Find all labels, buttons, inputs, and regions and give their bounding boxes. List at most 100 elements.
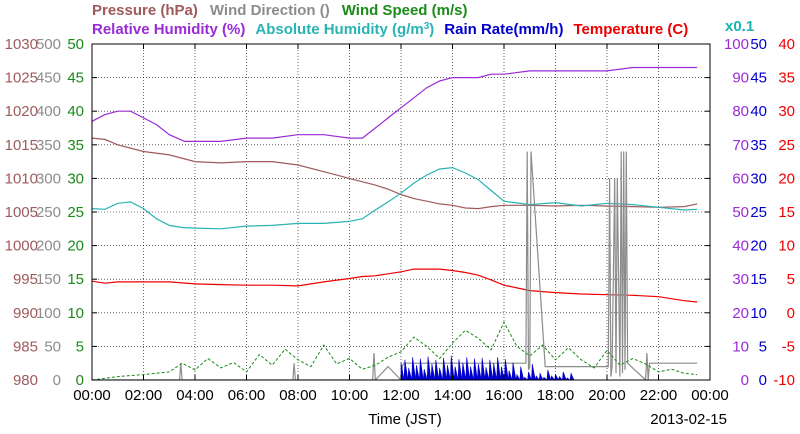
- wind_speed-tick-label: 50: [67, 36, 84, 53]
- wind_speed-tick-label: 35: [67, 137, 84, 154]
- abs_humidity_rain-tick-label: 30: [750, 170, 767, 187]
- wind_speed-tick-label: 25: [67, 204, 84, 221]
- x-tick-label: 14:00: [434, 387, 472, 404]
- wind_speed-tick-label: 40: [67, 103, 84, 120]
- pressure-tick-label: 1030: [5, 36, 38, 53]
- abs_humidity_rain-tick-label: 5: [759, 338, 767, 355]
- series-rain-rate-mm-h: [400, 355, 575, 380]
- temperature-tick-label: -10: [773, 372, 795, 389]
- wind_direction-tick-label: 150: [36, 271, 61, 288]
- temperature-tick-label: 40: [778, 36, 795, 53]
- series-wind-speed-m-s: [92, 321, 698, 380]
- plot-area: [92, 66, 698, 380]
- x-axis-label: Time (JST): [368, 411, 442, 428]
- abs_humidity_rain-tick-label: 15: [750, 271, 767, 288]
- temperature-tick-label: 20: [778, 170, 795, 187]
- pressure-tick-label: 1010: [5, 170, 38, 187]
- pressure-tick-label: 1005: [5, 204, 38, 221]
- wind_speed-tick-label: 30: [67, 170, 84, 187]
- temperature-tick-label: 5: [787, 271, 795, 288]
- relative_humidity-tick-label: 10: [732, 338, 749, 355]
- wind_direction-tick-label: 350: [36, 137, 61, 154]
- wind_speed-tick-label: 45: [67, 70, 84, 87]
- abs_humidity_rain-tick-label: 25: [750, 204, 767, 221]
- wind_direction-tick-label: 0: [53, 372, 61, 389]
- wind_direction-tick-label: 450: [36, 70, 61, 87]
- grid: [92, 44, 710, 380]
- pressure-tick-label: 1020: [5, 103, 38, 120]
- relative_humidity-tick-label: 60: [732, 170, 749, 187]
- x-tick-label: 18:00: [537, 387, 575, 404]
- series-group: [92, 66, 698, 380]
- relative_humidity-tick-label: 50: [732, 204, 749, 221]
- legend-item: Absolute Humidity (g/m3): [255, 21, 434, 39]
- x-tick-label: 04:00: [176, 387, 214, 404]
- series-absolute-humidity-g-m3: [92, 166, 698, 230]
- abs_humidity_rain-tick-label: 0: [759, 372, 767, 389]
- x-tick-label: 22:00: [640, 387, 678, 404]
- pressure-tick-label: 1015: [5, 137, 38, 154]
- temperature-tick-label: 15: [778, 204, 795, 221]
- x-tick-label: 12:00: [382, 387, 420, 404]
- legend-item: Rain Rate(mm/h): [444, 21, 563, 38]
- wind_speed-tick-label: 0: [76, 372, 84, 389]
- series-temperature-c: [92, 268, 698, 303]
- wind_speed-tick-label: 5: [76, 338, 84, 355]
- x-tick-label: 06:00: [228, 387, 266, 404]
- pressure-tick-label: 1025: [5, 70, 38, 87]
- abs_humidity_rain-tick-label: 50: [750, 36, 767, 53]
- pressure-tick-label: 990: [13, 305, 38, 322]
- wind_direction-tick-label: 400: [36, 103, 61, 120]
- x-tick-label: 16:00: [485, 387, 523, 404]
- temperature-tick-label: -5: [782, 338, 795, 355]
- legend-item: Temperature (C): [573, 21, 688, 38]
- temperature-tick-label: 30: [778, 103, 795, 120]
- x-axis: 00:00 02:00 04:00 06:00 08:00 10:00 12:00 14:00…: [73, 43, 729, 404]
- pressure-tick-label: 980: [13, 372, 38, 389]
- x-tick-label: 08:00: [279, 387, 317, 404]
- abs_humidity_rain-tick-label: 40: [750, 103, 767, 120]
- wind_direction-tick-label: 500: [36, 36, 61, 53]
- wind_direction-tick-label: 300: [36, 170, 61, 187]
- relative_humidity-tick-label: 40: [732, 238, 749, 255]
- wind_speed-tick-label: 20: [67, 238, 84, 255]
- relative_humidity-tick-label: 100: [724, 36, 749, 53]
- pressure-tick-label: 1000: [5, 238, 38, 255]
- relative_humidity-tick-label: 0: [741, 372, 749, 389]
- temperature-tick-label: 10: [778, 238, 795, 255]
- x-tick-label: 10:00: [331, 387, 369, 404]
- relative_humidity-tick-label: 80: [732, 103, 749, 120]
- wind_direction-tick-label: 100: [36, 305, 61, 322]
- legend-item: Pressure (hPa): [92, 2, 198, 19]
- scale-note: x0.1: [725, 18, 754, 35]
- x-tick-label: 00:00: [73, 387, 111, 404]
- x-tick-label: 20:00: [588, 387, 626, 404]
- pressure-tick-label: 985: [13, 338, 38, 355]
- temperature-tick-label: 35: [778, 70, 795, 87]
- abs_humidity_rain-tick-label: 10: [750, 305, 767, 322]
- abs_humidity_rain-tick-label: 35: [750, 137, 767, 154]
- temperature-tick-label: 25: [778, 137, 795, 154]
- left-axes: 9809859909951000100510101015102010251030…: [5, 36, 84, 389]
- legend: Pressure (hPa) Wind Direction () Wind Spee…: [92, 2, 754, 38]
- abs_humidity_rain-tick-label: 45: [750, 70, 767, 87]
- wind_direction-tick-label: 50: [44, 338, 61, 355]
- relative_humidity-tick-label: 70: [732, 137, 749, 154]
- date-label: 2013-02-15: [650, 411, 727, 428]
- x-tick-label: 02:00: [125, 387, 163, 404]
- pressure-tick-label: 995: [13, 271, 38, 288]
- temperature-tick-label: 0: [787, 305, 795, 322]
- relative_humidity-tick-label: 30: [732, 271, 749, 288]
- legend-item: Wind Speed (m/s): [342, 2, 468, 19]
- x-tick-label: 00:00: [691, 387, 729, 404]
- wind_speed-tick-label: 15: [67, 271, 84, 288]
- legend-item: Wind Direction (): [210, 2, 330, 19]
- wind_direction-tick-label: 250: [36, 204, 61, 221]
- relative_humidity-tick-label: 20: [732, 305, 749, 322]
- series-wind-direction: [92, 151, 698, 380]
- relative_humidity-tick-label: 90: [732, 70, 749, 87]
- wind_speed-tick-label: 10: [67, 305, 84, 322]
- legend-item: Relative Humidity (%): [92, 21, 245, 38]
